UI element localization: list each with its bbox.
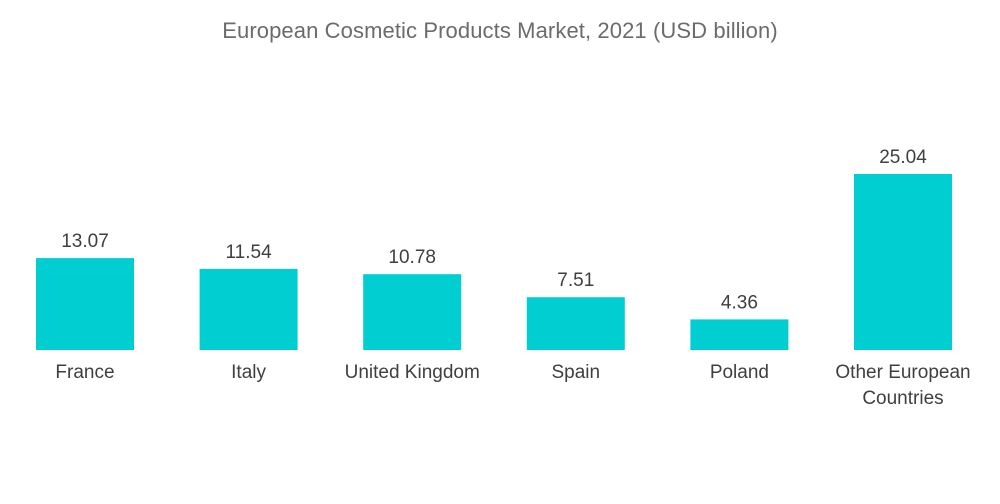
value-label-2: 10.78: [388, 247, 436, 268]
chart-title: European Cosmetic Products Market, 2021 …: [222, 18, 778, 43]
category-label-3: Spain: [551, 362, 600, 383]
bar-5: [854, 174, 952, 350]
category-label-4: Poland: [710, 362, 769, 383]
bar-2: [363, 274, 462, 350]
category-label-5-line-0: Other European: [835, 362, 970, 383]
value-label-4: 4.36: [721, 292, 758, 313]
category-label-1: Italy: [231, 362, 266, 383]
category-label-0: France: [55, 362, 114, 383]
bar-0: [36, 258, 134, 350]
bar-1: [199, 268, 298, 350]
category-label-5-line-1: Countries: [862, 388, 943, 409]
bar-4: [690, 319, 789, 350]
value-label-0: 13.07: [61, 231, 109, 252]
value-label-3: 7.51: [557, 270, 594, 291]
value-label-5: 25.04: [879, 147, 927, 168]
value-label-1: 11.54: [226, 242, 273, 263]
category-label-2: United Kingdom: [345, 362, 480, 383]
bar-3: [526, 297, 625, 350]
